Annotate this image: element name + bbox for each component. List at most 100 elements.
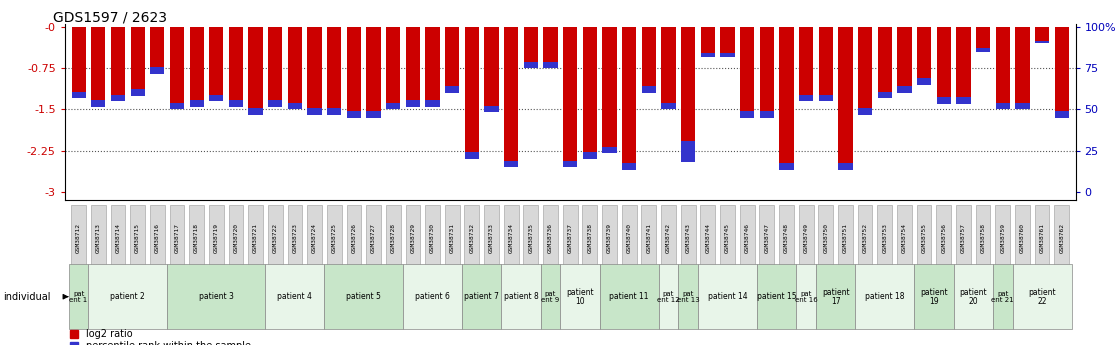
Bar <box>504 160 519 167</box>
Bar <box>818 27 833 101</box>
Bar <box>681 141 695 161</box>
Text: GSM38720: GSM38720 <box>234 223 238 253</box>
Text: patient 8: patient 8 <box>503 292 539 301</box>
FancyBboxPatch shape <box>560 264 599 329</box>
Text: patient
20: patient 20 <box>959 288 987 306</box>
Bar <box>190 27 203 107</box>
Bar <box>603 27 617 154</box>
Bar <box>898 86 911 93</box>
Text: patient
10: patient 10 <box>566 288 594 306</box>
Bar <box>740 27 755 118</box>
FancyBboxPatch shape <box>796 264 816 329</box>
Bar <box>779 27 794 170</box>
Text: GSM38744: GSM38744 <box>705 223 710 253</box>
Bar <box>937 27 950 104</box>
Bar <box>1035 27 1049 43</box>
FancyBboxPatch shape <box>167 264 265 329</box>
FancyBboxPatch shape <box>681 205 695 272</box>
Bar <box>268 100 283 107</box>
FancyBboxPatch shape <box>720 205 735 272</box>
Bar <box>838 27 853 170</box>
FancyBboxPatch shape <box>838 205 853 272</box>
Bar <box>111 27 125 101</box>
Text: GSM38761: GSM38761 <box>1040 223 1044 253</box>
Text: patient 2: patient 2 <box>111 292 145 301</box>
Text: patient 7: patient 7 <box>464 292 499 301</box>
Bar <box>190 100 203 107</box>
Text: GSM38745: GSM38745 <box>724 223 730 253</box>
Text: GSM38739: GSM38739 <box>607 223 612 253</box>
Bar <box>937 97 950 104</box>
Bar <box>307 27 322 115</box>
Text: patient 18: patient 18 <box>865 292 904 301</box>
Bar <box>1015 103 1030 109</box>
Text: GSM38731: GSM38731 <box>449 223 455 253</box>
Bar <box>347 27 361 118</box>
Text: GSM38740: GSM38740 <box>627 223 632 253</box>
Text: GSM38719: GSM38719 <box>214 223 219 253</box>
FancyBboxPatch shape <box>541 264 560 329</box>
FancyBboxPatch shape <box>878 205 892 272</box>
Bar <box>248 108 263 115</box>
Text: GSM38732: GSM38732 <box>470 223 474 253</box>
Bar <box>681 27 695 161</box>
Bar <box>328 27 341 115</box>
FancyBboxPatch shape <box>150 205 164 272</box>
FancyBboxPatch shape <box>88 264 167 329</box>
Text: GSM38722: GSM38722 <box>273 223 277 253</box>
Text: GSM38738: GSM38738 <box>587 223 593 253</box>
Bar <box>72 27 86 98</box>
Bar <box>170 103 184 109</box>
Text: GSM38715: GSM38715 <box>135 223 140 253</box>
FancyBboxPatch shape <box>603 205 617 272</box>
FancyBboxPatch shape <box>324 264 404 329</box>
Text: GSM38714: GSM38714 <box>115 223 121 253</box>
Bar <box>484 27 499 112</box>
FancyBboxPatch shape <box>69 264 88 329</box>
Bar <box>523 27 538 68</box>
FancyBboxPatch shape <box>858 205 872 272</box>
Bar <box>150 27 164 73</box>
FancyBboxPatch shape <box>484 205 499 272</box>
Bar <box>878 27 892 98</box>
Bar <box>662 103 675 109</box>
FancyBboxPatch shape <box>189 205 203 272</box>
FancyBboxPatch shape <box>915 264 954 329</box>
Text: patient 3: patient 3 <box>199 292 234 301</box>
Bar <box>956 27 970 104</box>
Bar <box>504 27 519 167</box>
Text: GSM38724: GSM38724 <box>312 223 318 253</box>
Text: GSM38746: GSM38746 <box>745 223 750 253</box>
FancyBboxPatch shape <box>1015 205 1030 272</box>
Text: GSM38753: GSM38753 <box>882 223 888 253</box>
Text: GSM38747: GSM38747 <box>765 223 769 253</box>
Bar <box>878 92 892 98</box>
Bar <box>150 67 164 73</box>
FancyBboxPatch shape <box>445 205 459 272</box>
Text: patient
19: patient 19 <box>920 288 948 306</box>
Text: GSM38713: GSM38713 <box>96 223 101 253</box>
Text: patient 4: patient 4 <box>277 292 312 301</box>
Text: GSM38736: GSM38736 <box>548 223 553 253</box>
Bar <box>406 27 420 107</box>
FancyBboxPatch shape <box>1035 205 1050 272</box>
Bar <box>642 86 656 93</box>
Bar <box>917 78 931 85</box>
Bar <box>406 100 420 107</box>
FancyBboxPatch shape <box>956 205 970 272</box>
Bar <box>563 27 577 167</box>
Bar <box>111 95 125 101</box>
Bar <box>701 52 714 57</box>
FancyBboxPatch shape <box>170 205 184 272</box>
FancyBboxPatch shape <box>622 205 636 272</box>
Bar <box>484 106 499 112</box>
FancyBboxPatch shape <box>1013 264 1071 329</box>
Text: pat
ent 16: pat ent 16 <box>795 291 817 303</box>
Text: GSM38734: GSM38734 <box>509 223 513 253</box>
Bar <box>1054 111 1069 118</box>
Bar <box>858 108 872 115</box>
Bar <box>1054 27 1069 118</box>
Text: GSM38741: GSM38741 <box>646 223 652 253</box>
FancyBboxPatch shape <box>759 205 774 272</box>
FancyBboxPatch shape <box>404 264 462 329</box>
